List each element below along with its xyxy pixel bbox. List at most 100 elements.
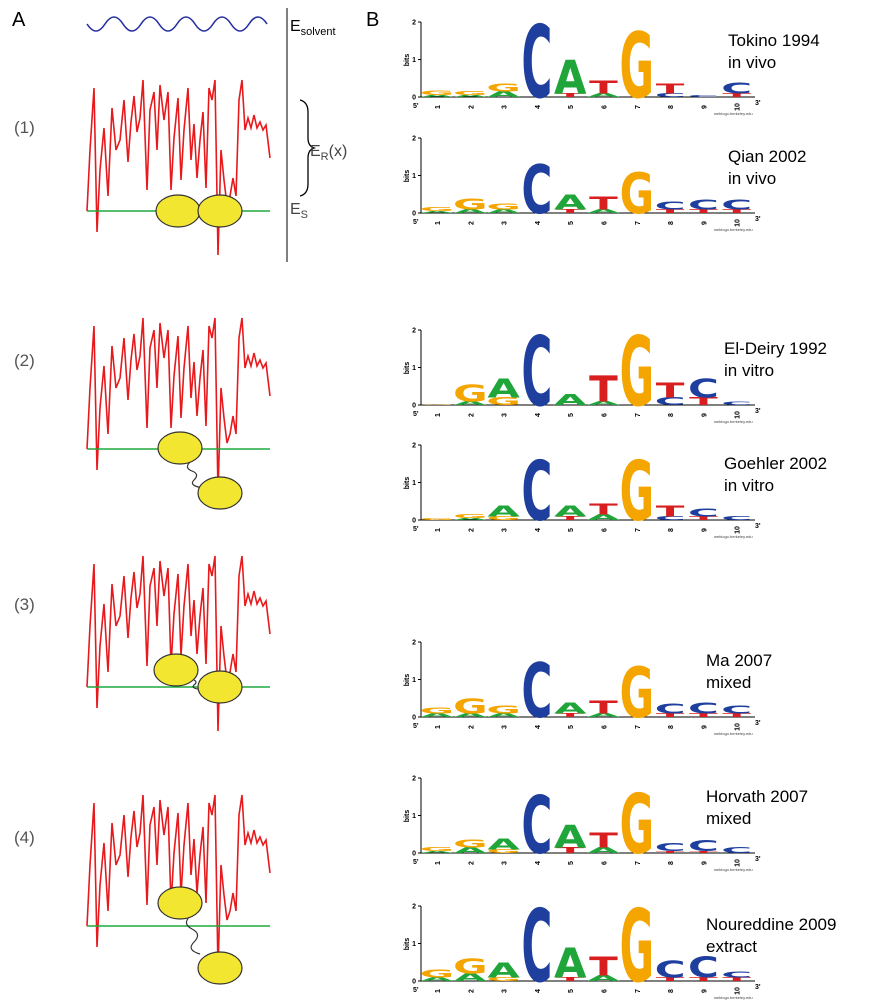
e-sub: R <box>321 151 329 163</box>
logo-letter: A <box>454 846 487 855</box>
logo-letter: T <box>589 77 618 98</box>
position-label: 2 <box>468 989 475 993</box>
logo-letter: A <box>554 391 587 409</box>
position-label: 5 <box>568 221 575 225</box>
logo-letter: A <box>454 208 487 214</box>
position-label: 9 <box>701 989 708 993</box>
logo-letter: A <box>487 958 520 982</box>
logo-letter: A <box>554 939 587 987</box>
proteins <box>153 194 243 985</box>
five-prime: 5' <box>413 859 419 866</box>
y-tick-label: 2 <box>412 443 416 450</box>
logo-name: El-Deiry 1992 <box>724 339 827 358</box>
sequence-logo: 0 1 2 bits 5' 3'weblogo.berkeley.edu 1 2 3 4 5 6 7 8 9… <box>404 776 808 874</box>
logo-letter: A <box>554 700 587 718</box>
position-label: 10 <box>735 987 742 995</box>
position-label: 7 <box>635 221 642 225</box>
logo-letter: C <box>655 396 686 408</box>
logo-letter: T <box>722 712 751 718</box>
position-label: 8 <box>668 861 675 865</box>
credit: weblogo.berkeley.edu <box>714 731 753 736</box>
y-tick-label: 2 <box>412 640 416 647</box>
position-label: 7 <box>635 861 642 865</box>
three-prime: 3' <box>755 720 761 727</box>
y-tick-label: 2 <box>412 904 416 911</box>
y-tick-label: 1 <box>412 365 416 372</box>
position-label: 3 <box>502 105 509 109</box>
logo-letter: A <box>421 712 454 718</box>
y-tick-label: 0 <box>412 403 416 410</box>
landscape <box>86 555 271 732</box>
logo-condition: mixed <box>706 673 751 692</box>
y-tick-label: 1 <box>412 941 416 948</box>
logo-letter: G <box>453 380 487 407</box>
panel-label: B <box>366 9 379 31</box>
position-label: 4 <box>535 725 542 729</box>
logo-letter: A <box>554 190 587 214</box>
logo-letter: T <box>589 501 618 519</box>
axis-title: bits <box>404 170 411 183</box>
e-r: ER(x) <box>310 143 347 163</box>
sequence-logo: 0 1 2 bits 5' 3'weblogo.berkeley.edu 1 2 3 4 5 6 7 8 9… <box>404 640 772 737</box>
axis-title: bits <box>404 362 411 375</box>
position-label: 1 <box>435 725 442 729</box>
logo-condition: in vitro <box>724 361 774 380</box>
y-tick-label: 0 <box>412 715 416 722</box>
landscape <box>86 794 271 971</box>
logo-name: Ma 2007 <box>706 651 772 670</box>
position-label: 4 <box>535 413 542 417</box>
logo-letter: A <box>587 208 620 214</box>
position-label: 5 <box>568 989 575 993</box>
logo-letter: A <box>487 503 520 521</box>
y-tick-label: 0 <box>412 851 416 858</box>
logo-letter: G <box>620 777 654 873</box>
logo-letter: A <box>587 974 620 983</box>
position-label: 7 <box>635 725 642 729</box>
position-label: 1 <box>435 989 442 993</box>
logo-letter: A <box>554 503 587 521</box>
position-label: 6 <box>602 413 609 417</box>
position-label: 4 <box>535 105 542 109</box>
sequence-logo: 0 1 2 bits 5' 3'weblogo.berkeley.edu 1 2 3 4 5 6 7 8 9… <box>404 136 806 233</box>
logo-letter: T <box>656 503 685 521</box>
logo-condition: in vivo <box>728 53 776 72</box>
position-label: 6 <box>602 725 609 729</box>
logo-letter: A <box>587 846 620 855</box>
logo-letter: A <box>487 836 520 854</box>
three-prime: 3' <box>755 216 761 223</box>
y-tick-label: 2 <box>412 20 416 27</box>
y-tick-label: 1 <box>412 173 416 180</box>
position-label: 8 <box>668 105 675 109</box>
position-label: 2 <box>468 105 475 109</box>
logo-letter: A <box>554 819 587 855</box>
logo-letter: C <box>721 80 752 98</box>
logo-letter: G <box>420 89 454 96</box>
e-s: ES <box>290 201 308 221</box>
position-label: 7 <box>635 528 642 532</box>
position-label: 6 <box>602 861 609 865</box>
logo-name: Goehler 2002 <box>724 454 827 473</box>
state-label: (2) <box>14 351 35 370</box>
sequence-logo: 0 1 2 bits 5' 3'weblogo.berkeley.edu 1 2 3 4 5 6 7 8 9… <box>404 6 820 122</box>
logo-letter: A <box>454 712 487 718</box>
logo-letter: G <box>620 653 654 734</box>
position-label: 9 <box>701 725 708 729</box>
logo-letter: G <box>453 196 487 214</box>
logo-letter: G <box>420 968 454 980</box>
logo-letter: C <box>721 401 752 406</box>
position-label: 10 <box>735 411 742 419</box>
solvent-wave <box>86 16 268 32</box>
e-main: E <box>290 201 301 218</box>
position-label: 9 <box>701 221 708 225</box>
credit: weblogo.berkeley.edu <box>714 534 753 539</box>
e-sub: S <box>301 209 308 221</box>
logo-letter: A <box>587 712 620 718</box>
position-label: 1 <box>435 861 442 865</box>
logo-letter: C <box>721 846 752 855</box>
position-label: 7 <box>635 413 642 417</box>
logo-letter: C <box>521 152 552 230</box>
position-label: 2 <box>468 413 475 417</box>
position-label: 8 <box>668 413 675 417</box>
logo-condition: mixed <box>706 809 751 828</box>
logo-letter: G <box>453 90 487 96</box>
